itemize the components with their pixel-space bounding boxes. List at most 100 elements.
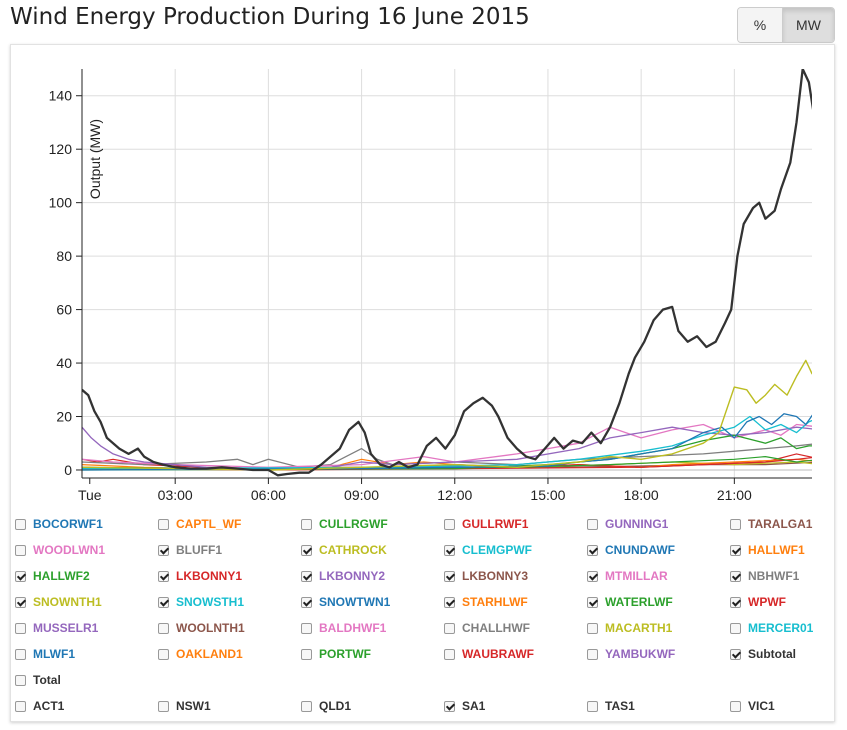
legend-item-lkbonny1[interactable]: LKBONNY1: [158, 569, 242, 583]
legend-checkbox[interactable]: [301, 596, 312, 608]
legend-item-cullrgwf[interactable]: CULLRGWF: [301, 517, 388, 531]
legend-item-subtotal[interactable]: Subtotal: [730, 647, 796, 661]
legend-item-snowtwn1[interactable]: SNOWTWN1: [301, 595, 390, 609]
legend-checkbox[interactable]: [15, 622, 26, 634]
legend-item-total[interactable]: Total: [15, 673, 61, 687]
legend-checkbox[interactable]: [730, 518, 741, 530]
legend-item-taralga1[interactable]: TARALGA1: [730, 517, 812, 531]
legend-label: NBHWF1: [748, 569, 800, 583]
legend-checkbox[interactable]: [587, 570, 598, 582]
legend-checkbox[interactable]: [444, 648, 455, 660]
legend-item-gullrwf1[interactable]: GULLRWF1: [444, 517, 528, 531]
legend-checkbox[interactable]: [444, 518, 455, 530]
legend-item-challhwf[interactable]: CHALLHWF: [444, 621, 530, 635]
legend-item-bocorwf1[interactable]: BOCORWF1: [15, 517, 103, 531]
legend-checkbox[interactable]: [444, 700, 455, 712]
legend-item-lkbonny3[interactable]: LKBONNY3: [444, 569, 528, 583]
legend-item-snowsth1[interactable]: SNOWSTH1: [158, 595, 244, 609]
legend-item-woolnth1[interactable]: WOOLNTH1: [158, 621, 245, 635]
legend-checkbox[interactable]: [587, 518, 598, 530]
legend-checkbox[interactable]: [15, 648, 26, 660]
y-tick-label: 140: [49, 88, 73, 104]
legend-item-captl-wf[interactable]: CAPTL_WF: [158, 517, 241, 531]
legend-item-nbhwf1[interactable]: NBHWF1: [730, 569, 799, 583]
legend-item-mlwf1[interactable]: MLWF1: [15, 647, 75, 661]
legend-checkbox[interactable]: [301, 518, 312, 530]
legend-checkbox[interactable]: [730, 622, 741, 634]
legend-item-mercer01[interactable]: MERCER01: [730, 621, 813, 635]
legend-item-woodlwn1[interactable]: WOODLWN1: [15, 543, 105, 557]
legend-item-wpwf[interactable]: WPWF: [730, 595, 786, 609]
legend-checkbox[interactable]: [587, 648, 598, 660]
legend-item-waubrawf[interactable]: WAUBRAWF: [444, 647, 534, 661]
legend-label: SNOWNTH1: [33, 595, 102, 609]
legend-checkbox[interactable]: [301, 570, 312, 582]
legend-item-lkbonny2[interactable]: LKBONNY2: [301, 569, 385, 583]
legend-label: GULLRWF1: [462, 517, 529, 531]
unit-toggle: % MW: [737, 7, 835, 43]
legend-label: WPWF: [748, 595, 786, 609]
legend-checkbox[interactable]: [730, 648, 741, 660]
legend-checkbox[interactable]: [15, 570, 26, 582]
legend-label: LKBONNY3: [462, 569, 529, 583]
legend-item-starhlwf[interactable]: STARHLWF: [444, 595, 528, 609]
legend-item-oakland1[interactable]: OAKLAND1: [158, 647, 243, 661]
legend-checkbox[interactable]: [158, 622, 169, 634]
legend-checkbox[interactable]: [444, 570, 455, 582]
legend-label: CULLRGWF: [319, 517, 388, 531]
legend-item-mtmillar[interactable]: MTMILLAR: [587, 569, 668, 583]
legend-item-gunning1[interactable]: GUNNING1: [587, 517, 668, 531]
legend-item-baldhwf1[interactable]: BALDHWF1: [301, 621, 386, 635]
legend-item-yambukwf[interactable]: YAMBUKWF: [587, 647, 675, 661]
legend-item-vic1[interactable]: VIC1: [730, 699, 775, 713]
legend-checkbox[interactable]: [444, 622, 455, 634]
legend-checkbox[interactable]: [730, 700, 741, 712]
legend-checkbox[interactable]: [15, 700, 26, 712]
x-tick-label: 09:00: [344, 487, 379, 503]
legend-item-nsw1[interactable]: NSW1: [158, 699, 211, 713]
legend-label: CAPTL_WF: [176, 517, 242, 531]
legend-item-hallwf1[interactable]: HALLWF1: [730, 543, 805, 557]
legend-checkbox[interactable]: [158, 648, 169, 660]
legend-checkbox[interactable]: [587, 544, 598, 556]
legend-checkbox[interactable]: [730, 596, 741, 608]
legend-checkbox[interactable]: [301, 544, 312, 556]
mw-button[interactable]: MW: [782, 8, 834, 42]
legend-checkbox[interactable]: [158, 700, 169, 712]
legend-item-waterlwf[interactable]: WATERLWF: [587, 595, 673, 609]
legend-checkbox[interactable]: [730, 544, 741, 556]
legend-item-act1[interactable]: ACT1: [15, 699, 64, 713]
legend-checkbox[interactable]: [15, 674, 26, 686]
legend-checkbox[interactable]: [15, 596, 26, 608]
legend-item-cnundawf[interactable]: CNUNDAWF: [587, 543, 675, 557]
legend-checkbox[interactable]: [158, 596, 169, 608]
legend-checkbox[interactable]: [158, 518, 169, 530]
legend-label: TAS1: [605, 699, 635, 713]
legend-item-cathrock[interactable]: CATHROCK: [301, 543, 387, 557]
legend-item-portwf[interactable]: PORTWF: [301, 647, 371, 661]
legend-checkbox[interactable]: [15, 544, 26, 556]
percent-button[interactable]: %: [738, 8, 782, 42]
legend-checkbox[interactable]: [587, 622, 598, 634]
legend-item-clemgpwf[interactable]: CLEMGPWF: [444, 543, 532, 557]
legend-item-musselr1[interactable]: MUSSELR1: [15, 621, 98, 635]
legend-checkbox[interactable]: [301, 622, 312, 634]
legend-checkbox[interactable]: [587, 596, 598, 608]
legend-checkbox[interactable]: [15, 518, 26, 530]
legend-checkbox[interactable]: [730, 570, 741, 582]
legend-checkbox[interactable]: [301, 648, 312, 660]
legend-item-tas1[interactable]: TAS1: [587, 699, 635, 713]
legend-checkbox[interactable]: [301, 700, 312, 712]
legend-checkbox[interactable]: [444, 544, 455, 556]
legend-item-qld1[interactable]: QLD1: [301, 699, 351, 713]
legend-item-bluff1[interactable]: BLUFF1: [158, 543, 222, 557]
legend-item-macarth1[interactable]: MACARTH1: [587, 621, 672, 635]
legend-checkbox[interactable]: [587, 700, 598, 712]
legend-item-hallwf2[interactable]: HALLWF2: [15, 569, 90, 583]
legend-checkbox[interactable]: [158, 544, 169, 556]
legend-item-snownth1[interactable]: SNOWNTH1: [15, 595, 102, 609]
legend-item-sa1[interactable]: SA1: [444, 699, 485, 713]
legend-checkbox[interactable]: [444, 596, 455, 608]
legend-checkbox[interactable]: [158, 570, 169, 582]
legend-label: SNOWTWN1: [319, 595, 391, 609]
